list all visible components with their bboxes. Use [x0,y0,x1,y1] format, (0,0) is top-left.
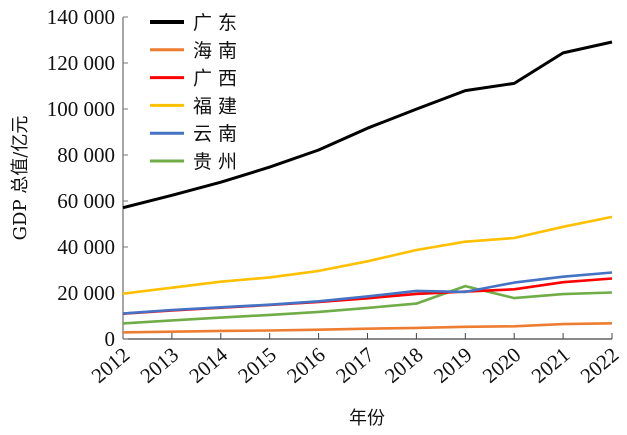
y-tick-label: 140 000 [47,5,115,29]
series-line-0 [122,40,613,210]
y-tick-label: 80 000 [57,143,115,167]
legend-label: 海南 [193,40,243,62]
legend-label: 福建 [193,95,243,117]
y-tick-label: 100 000 [47,97,115,121]
series-line-5 [122,284,613,325]
legend-label: 广东 [193,12,243,34]
x-tick-label: 2016 [282,342,330,387]
y-axis-title: GDP 总值/亿元 [10,116,31,241]
x-tick-label: 2021 [527,342,575,387]
x-tick-label: 2013 [136,342,184,387]
x-tick-label: 2018 [380,342,428,387]
series-line-4 [122,271,613,315]
series-line-1 [122,322,613,334]
axes: 0 20 000 40 000 60 000 80 000 100 000 120 000 1… [47,5,623,388]
x-tick-label: 2012 [87,342,135,387]
x-tick-label: 2020 [478,342,526,387]
y-tick-label: 40 000 [57,235,115,259]
y-tick-label: 120 000 [47,51,115,75]
legend-label: 云南 [193,123,243,145]
y-tick-label: 20 000 [57,281,115,305]
x-tick-label: 2017 [331,342,379,387]
x-tick-label: 2022 [576,342,624,387]
series-lines [122,40,613,334]
series-line-3 [122,215,613,295]
x-tick-label: 2014 [184,342,232,388]
y-tick-label: 60 000 [57,189,115,213]
legend-label: 贵州 [193,151,243,173]
y-tick-label: 0 [105,327,116,351]
x-tick-label: 2015 [233,342,281,387]
x-tick-label: 2019 [429,342,477,387]
x-axis-title: 年份 [349,408,385,429]
legend-label: 广西 [193,68,243,90]
